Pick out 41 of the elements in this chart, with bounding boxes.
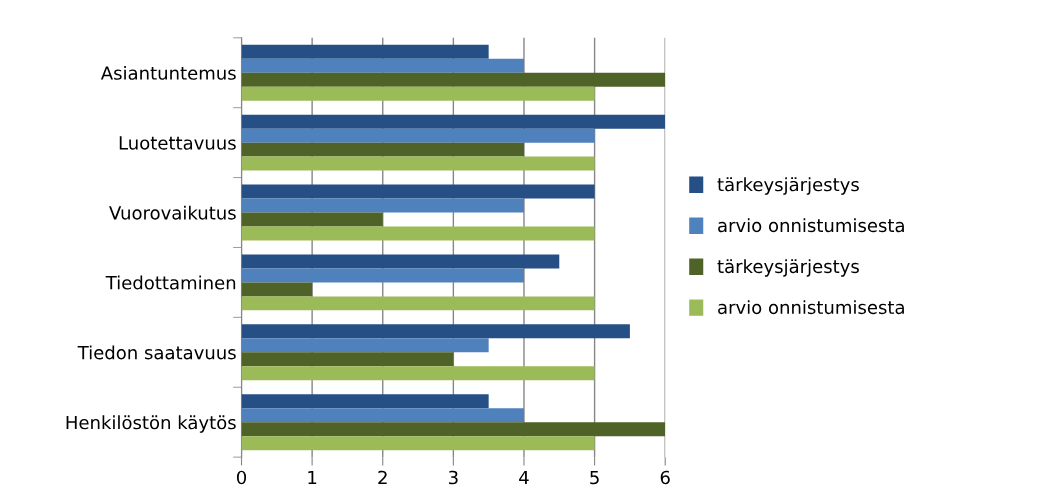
y-tick-label: Tiedon saatavuus xyxy=(77,345,236,360)
bar xyxy=(241,422,666,437)
bar xyxy=(241,184,595,199)
bar xyxy=(241,114,666,129)
x-tick-label: 4 xyxy=(519,470,529,485)
bar xyxy=(241,226,595,241)
x-tick-label: 0 xyxy=(236,470,247,485)
y-tick-label: Tiedottaminen xyxy=(105,275,236,290)
bar xyxy=(241,352,454,367)
x-tick-label: 1 xyxy=(308,470,317,485)
bar xyxy=(241,254,560,269)
bar xyxy=(241,198,524,213)
legend-label: tärkeysjärjestys xyxy=(717,259,859,277)
bar xyxy=(241,394,489,409)
bar xyxy=(241,268,524,283)
bar xyxy=(241,324,630,339)
bar xyxy=(241,282,313,297)
bar xyxy=(241,44,489,59)
x-tick-label: 6 xyxy=(660,470,670,485)
bar xyxy=(241,128,595,143)
y-tick-label: Luotettavuus xyxy=(119,136,236,150)
bar xyxy=(241,142,524,157)
x-tick-label: 3 xyxy=(448,470,458,485)
bar xyxy=(241,212,383,227)
bar xyxy=(241,156,595,171)
bar xyxy=(241,338,489,353)
y-tick-label: Vuorovaikutus xyxy=(109,205,236,220)
x-tick-label: 5 xyxy=(590,470,599,485)
legend-label: arvio onnistumisesta xyxy=(718,218,904,233)
y-tick-label: Henkilöstön käytös xyxy=(66,415,236,433)
bar xyxy=(241,408,524,423)
bar xyxy=(241,436,595,451)
legend-label: arvio onnistumisesta xyxy=(718,300,904,315)
bar xyxy=(241,72,666,87)
bar xyxy=(241,58,524,73)
bar xyxy=(241,366,595,381)
legend-label: tärkeysjärjestys xyxy=(717,177,859,195)
bar xyxy=(241,86,595,101)
y-tick-label: Asiantuntemus xyxy=(100,65,236,80)
bar xyxy=(241,296,595,311)
x-tick-label: 2 xyxy=(378,470,387,485)
